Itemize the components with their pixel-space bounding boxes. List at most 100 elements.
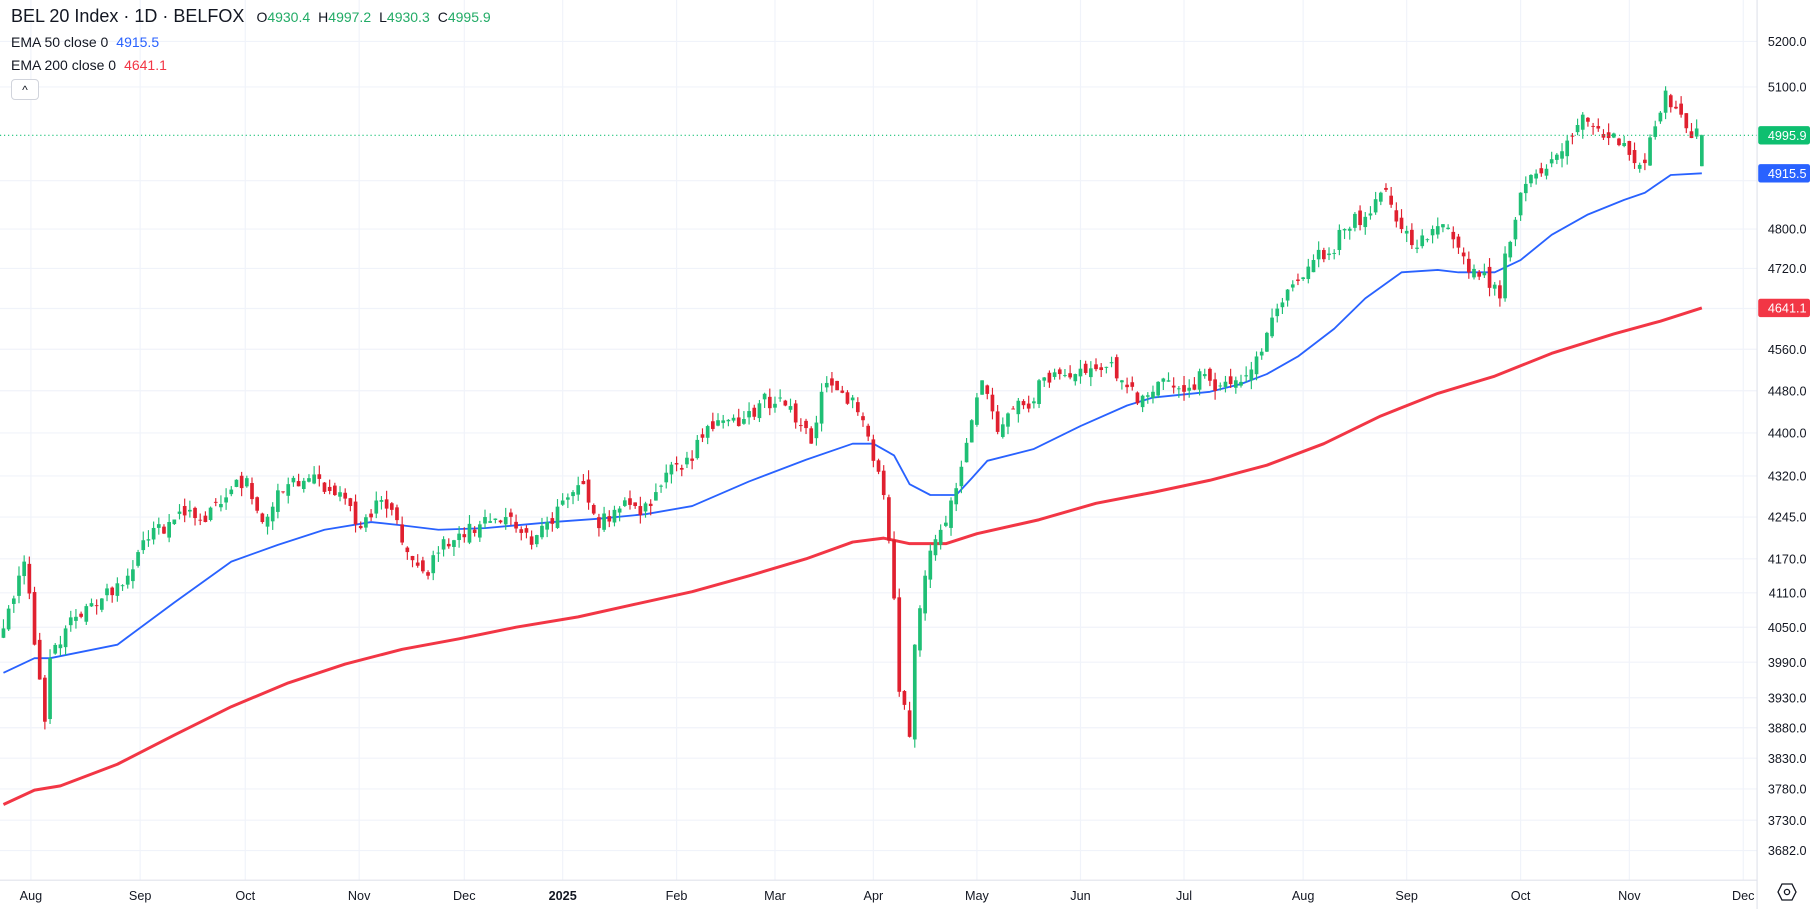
time-tick-label: Nov	[348, 889, 371, 903]
candle	[37, 632, 42, 680]
price-tick-label: 4800.0	[1768, 223, 1807, 237]
candle-body	[1347, 228, 1352, 231]
candle-body	[167, 522, 171, 538]
candle	[1643, 153, 1647, 171]
candle-body	[1026, 403, 1031, 409]
candle-body	[1202, 374, 1207, 377]
candle-body	[586, 479, 591, 503]
candle	[969, 419, 974, 443]
candle-body	[338, 492, 342, 497]
candle	[1508, 240, 1513, 262]
candle-body	[1498, 285, 1502, 299]
candle-body	[1187, 387, 1192, 391]
indicator-ema200[interactable]: EMA 200 close 0 4641.1	[11, 57, 497, 73]
price-label-bg	[1758, 164, 1810, 183]
candle	[94, 599, 99, 615]
candle-body	[705, 426, 710, 438]
candle-body	[643, 503, 648, 512]
candle	[1549, 151, 1554, 168]
candle-body	[172, 519, 177, 525]
candle	[1399, 209, 1404, 234]
candle	[1435, 217, 1440, 239]
candle-body	[1472, 268, 1476, 278]
candle-body	[540, 525, 544, 538]
candle	[503, 507, 508, 530]
price-tick-label: 3780.0	[1768, 783, 1807, 797]
time-axis[interactable]: Aug Sep Oct Nov Dec 2025 Feb Mar Apr May Jun Jul Aug…	[20, 889, 1755, 903]
price-label-text: 4915.5	[1768, 167, 1807, 181]
candle	[1161, 377, 1166, 391]
chart-settings-button[interactable]	[1776, 881, 1798, 903]
candle	[1, 619, 6, 639]
symbol-title[interactable]: BEL 20 Index · 1D · BELFOX	[11, 6, 245, 26]
candle	[990, 387, 995, 420]
candle	[1451, 226, 1456, 249]
candle-body	[581, 481, 586, 485]
ema200-price-label: 4641.1	[1758, 298, 1810, 318]
indicator-value: 4915.5	[116, 34, 160, 50]
collapse-legend-button[interactable]: ^	[11, 79, 39, 100]
candle	[654, 483, 658, 501]
candle	[1544, 164, 1549, 180]
candle-body	[1311, 259, 1316, 273]
candle	[1078, 359, 1083, 384]
candle-body	[969, 420, 974, 443]
candle	[550, 512, 555, 532]
candle	[1109, 356, 1114, 368]
candle-body	[131, 569, 135, 582]
candle	[441, 536, 446, 557]
candle	[74, 609, 78, 629]
candle	[48, 649, 52, 724]
candle-body	[498, 520, 503, 523]
candle	[1104, 366, 1109, 374]
candle	[1342, 228, 1347, 240]
candle-body	[840, 390, 845, 393]
candle	[1270, 308, 1274, 339]
candle	[1461, 247, 1466, 265]
candle-body	[188, 509, 192, 512]
candle	[1482, 263, 1487, 278]
candle	[1130, 376, 1135, 391]
time-tick-label: Dec	[1732, 889, 1754, 903]
candle	[1658, 111, 1663, 124]
candle-body	[1653, 126, 1658, 137]
candle	[493, 518, 498, 524]
candle-body	[799, 425, 803, 427]
candle	[959, 460, 964, 494]
candle-body	[612, 509, 617, 523]
candle	[534, 534, 539, 548]
price-labels: 4995.9 4915.5 4641.1	[1758, 126, 1810, 318]
candle-body	[410, 555, 415, 561]
candle-body	[1399, 217, 1404, 230]
candle	[840, 385, 845, 394]
candle-body	[602, 513, 606, 530]
candle-body	[317, 474, 322, 479]
candle	[322, 481, 327, 494]
candle	[276, 483, 280, 519]
candle	[27, 556, 32, 600]
candle-body	[493, 518, 498, 520]
candle-body	[452, 540, 456, 547]
candle-body	[1125, 384, 1129, 388]
candle	[980, 380, 984, 395]
candle	[400, 516, 404, 546]
candle-body	[446, 543, 451, 547]
candle-body	[379, 500, 384, 502]
candle	[1322, 247, 1326, 263]
indicator-ema50[interactable]: EMA 50 close 0 4915.5	[11, 34, 497, 50]
candle-body	[369, 513, 373, 518]
candle	[1327, 247, 1331, 261]
candle-body	[1042, 377, 1047, 381]
price-axis[interactable]: 5200.0 5100.0 4800.0 4720.0 4560.0 4480.0 4400…	[1768, 35, 1807, 858]
candle-body	[364, 517, 368, 528]
candle-body	[1197, 371, 1202, 390]
candle-body	[1466, 258, 1471, 273]
candle	[1466, 251, 1471, 279]
candle-body	[845, 392, 850, 404]
candle-body	[980, 380, 984, 395]
candle-body	[1213, 379, 1217, 391]
candle-body	[1316, 249, 1321, 260]
candle-body	[850, 397, 855, 401]
candle-body	[638, 506, 643, 516]
